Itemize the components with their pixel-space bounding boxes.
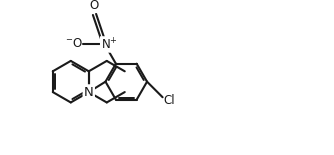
Text: N: N: [84, 86, 94, 99]
Text: O: O: [90, 0, 99, 12]
Text: Cl: Cl: [164, 94, 175, 107]
Text: N$\mathregular{^{+}}$: N$\mathregular{^{+}}$: [101, 37, 118, 52]
Text: $\mathregular{^{-}}$O: $\mathregular{^{-}}$O: [65, 37, 84, 50]
